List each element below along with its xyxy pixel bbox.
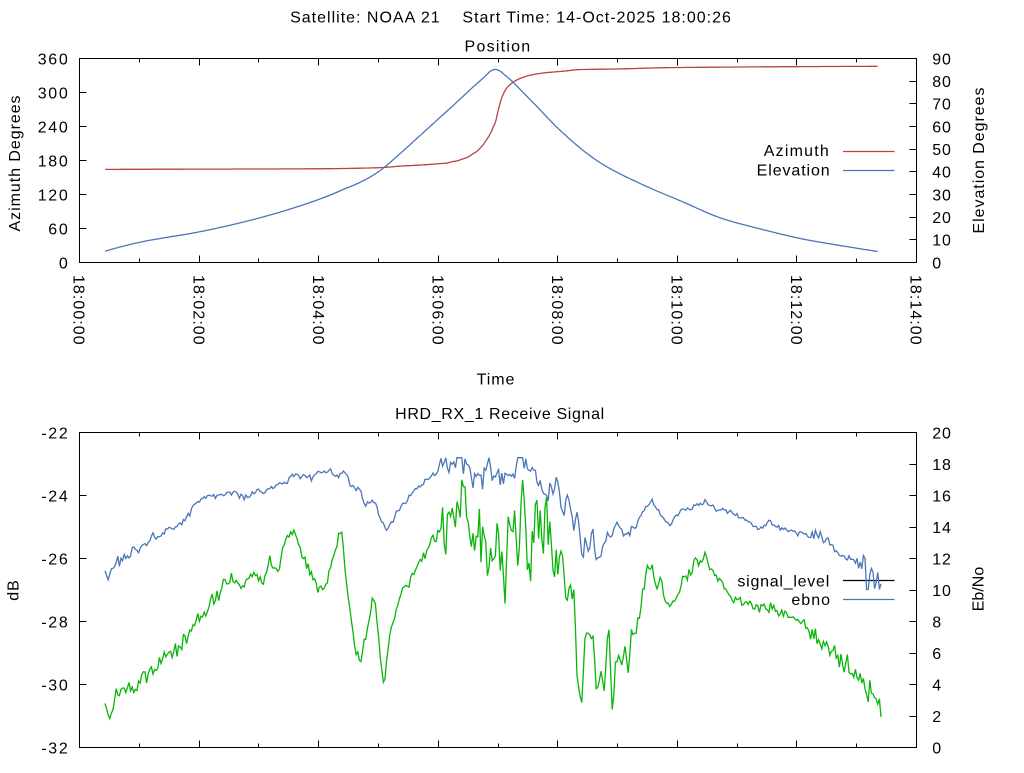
svg-text:-24: -24 — [41, 488, 69, 505]
svg-text:-22: -22 — [41, 425, 69, 442]
svg-text:-30: -30 — [41, 677, 69, 694]
svg-text:40: 40 — [932, 165, 952, 182]
svg-text:18: 18 — [932, 457, 952, 474]
svg-text:18:14:00: 18:14:00 — [907, 275, 924, 346]
svg-text:10: 10 — [932, 583, 952, 600]
svg-text:60: 60 — [48, 221, 69, 238]
svg-text:Azimuth Degrees: Azimuth Degrees — [7, 95, 24, 232]
svg-text:60: 60 — [932, 119, 952, 136]
svg-text:dB: dB — [5, 579, 22, 600]
svg-text:Eb/No: Eb/No — [971, 567, 988, 612]
svg-text:360: 360 — [38, 51, 70, 68]
svg-text:240: 240 — [38, 119, 70, 136]
svg-text:8: 8 — [932, 614, 942, 631]
svg-text:ebno: ebno — [791, 592, 831, 609]
svg-text:Satellite: NOAA 21 Start Ti: Satellite: NOAA 21 Start Time: 14-Oct-20… — [290, 10, 732, 27]
svg-text:12: 12 — [932, 551, 952, 568]
svg-text:70: 70 — [932, 97, 952, 114]
svg-text:Elevation: Elevation — [757, 163, 831, 180]
svg-text:-26: -26 — [41, 551, 69, 568]
svg-text:50: 50 — [932, 142, 952, 159]
svg-text:Elevation Degrees: Elevation Degrees — [971, 87, 988, 234]
svg-text:180: 180 — [38, 153, 70, 170]
svg-text:300: 300 — [38, 85, 70, 102]
svg-text:signal_level: signal_level — [737, 574, 830, 591]
svg-text:18:08:00: 18:08:00 — [548, 275, 565, 346]
svg-text:30: 30 — [932, 187, 952, 204]
svg-text:90: 90 — [932, 51, 952, 68]
svg-text:16: 16 — [932, 488, 952, 505]
svg-text:20: 20 — [932, 425, 952, 442]
svg-text:18:10:00: 18:10:00 — [668, 275, 685, 346]
svg-text:0: 0 — [932, 740, 942, 757]
svg-text:-32: -32 — [41, 740, 69, 757]
svg-text:0: 0 — [932, 255, 942, 272]
svg-text:20: 20 — [932, 210, 952, 227]
svg-text:18:00:00: 18:00:00 — [70, 275, 87, 346]
svg-text:18:04:00: 18:04:00 — [309, 275, 326, 346]
svg-text:18:12:00: 18:12:00 — [787, 275, 804, 346]
svg-text:Azimuth: Azimuth — [764, 143, 830, 160]
svg-text:18:02:00: 18:02:00 — [189, 275, 206, 346]
svg-text:4: 4 — [932, 677, 942, 694]
svg-text:120: 120 — [38, 187, 70, 204]
svg-text:14: 14 — [932, 520, 952, 537]
svg-text:2: 2 — [932, 709, 942, 726]
svg-text:-28: -28 — [41, 614, 69, 631]
svg-text:6: 6 — [932, 646, 942, 663]
svg-text:80: 80 — [932, 74, 952, 91]
svg-text:18:06:00: 18:06:00 — [428, 275, 445, 346]
svg-text:10: 10 — [932, 233, 952, 250]
svg-text:Position: Position — [465, 39, 532, 56]
svg-text:Time: Time — [477, 371, 516, 388]
svg-text:HRD_RX_1 Receive Signal: HRD_RX_1 Receive Signal — [395, 406, 605, 423]
svg-text:0: 0 — [59, 255, 70, 272]
